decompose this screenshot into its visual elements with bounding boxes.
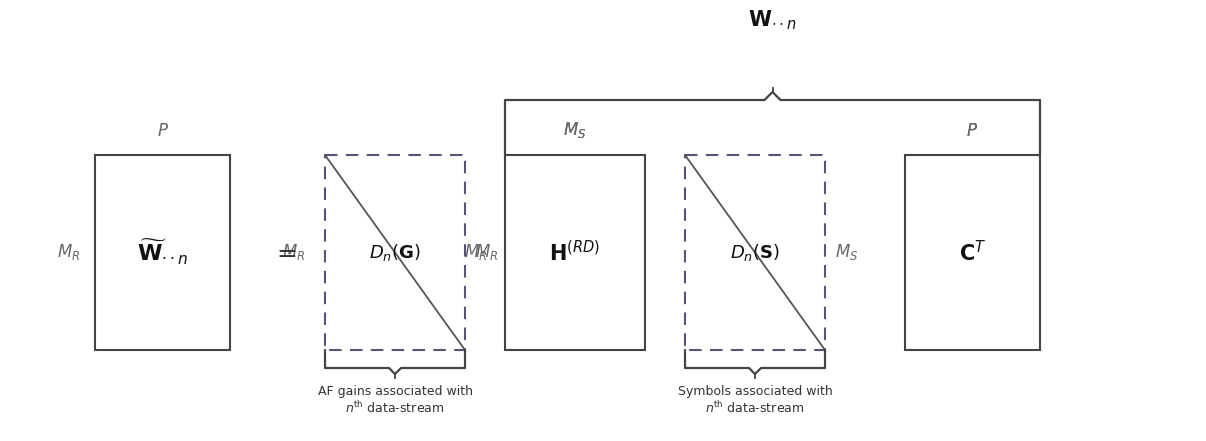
Bar	[95, 155, 230, 350]
Text: $\mathbf{W}_{\cdot\cdot n}$: $\mathbf{W}_{\cdot\cdot n}$	[748, 8, 796, 32]
Text: $\widetilde{\mathbf{W}}_{\cdot\cdot n}$: $\widetilde{\mathbf{W}}_{\cdot\cdot n}$	[136, 238, 188, 267]
Text: $\mathbf{H}^{(RD)}$: $\mathbf{H}^{(RD)}$	[550, 240, 601, 265]
Text: $D_n(\mathbf{S})$: $D_n(\mathbf{S})$	[730, 242, 780, 263]
Bar	[324, 155, 466, 350]
Text: $M_R$: $M_R$	[463, 242, 487, 262]
Text: $M_R$: $M_R$	[57, 242, 80, 262]
Text: $M_R$: $M_R$	[282, 242, 305, 262]
Text: $P$: $P$	[966, 122, 978, 140]
Text: $M_R$: $M_R$	[475, 242, 498, 262]
Bar	[685, 155, 825, 350]
Text: $P$: $P$	[157, 122, 169, 140]
Bar	[505, 155, 645, 350]
Text: AF gains associated with
$n^{\rm th}$ data-stream: AF gains associated with $n^{\rm th}$ da…	[317, 385, 473, 416]
Text: $\mathbf{C}^T$: $\mathbf{C}^T$	[959, 240, 987, 265]
Text: $P$: $P$	[966, 122, 978, 140]
Text: Symbols associated with
$n^{\rm th}$ data-stream: Symbols associated with $n^{\rm th}$ dat…	[678, 385, 832, 416]
Bar	[904, 155, 1040, 350]
Text: $M_S$: $M_S$	[563, 120, 586, 140]
Text: $M_S$: $M_S$	[563, 120, 586, 140]
Text: $M_S$: $M_S$	[835, 242, 859, 262]
Text: $=$: $=$	[273, 240, 298, 264]
Text: $D_n(\mathbf{G})$: $D_n(\mathbf{G})$	[369, 242, 421, 263]
